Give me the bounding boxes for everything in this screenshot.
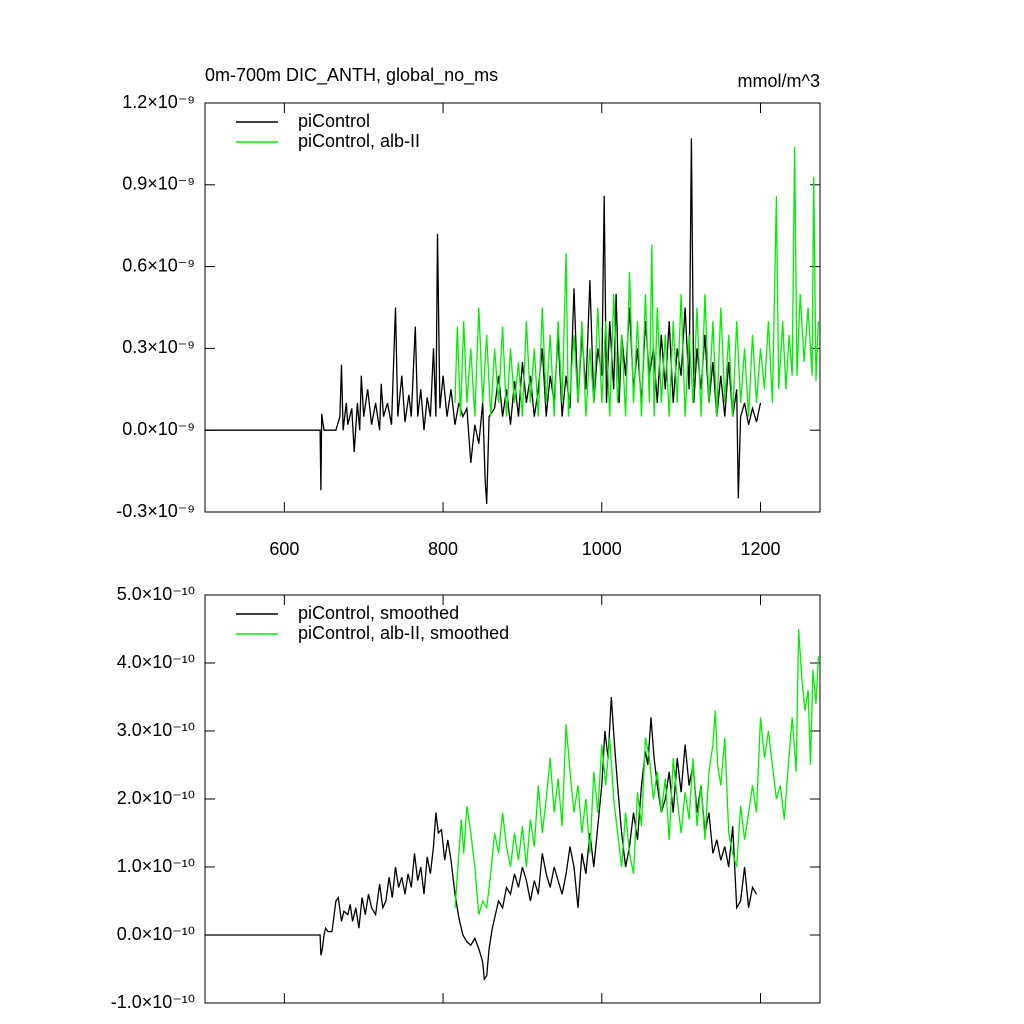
y-tick-label: 1.0×10⁻¹⁰ bbox=[117, 856, 195, 876]
y-tick-label: 0.0×10⁻¹⁰ bbox=[117, 924, 195, 944]
y-tick-label: -1.0×10⁻¹⁰ bbox=[111, 992, 195, 1012]
units-label: mmol/m^3 bbox=[738, 71, 820, 91]
x-tick-label: 1000 bbox=[582, 539, 622, 559]
data-line bbox=[205, 696, 758, 982]
legend-label: piControl, smoothed bbox=[298, 603, 459, 623]
x-tick-label: 800 bbox=[428, 539, 458, 559]
chart-title: 0m-700m DIC_ANTH, global_no_ms bbox=[205, 65, 498, 86]
plot-frame bbox=[204, 102, 821, 513]
y-tick-label: 0.9×10⁻⁹ bbox=[122, 174, 195, 194]
y-tick-label: 4.0×10⁻¹⁰ bbox=[117, 652, 195, 672]
y-tick-label: 3.0×10⁻¹⁰ bbox=[117, 720, 195, 740]
legend-label: piControl, alb-II, smoothed bbox=[298, 623, 509, 643]
y-tick-label: 5.0×10⁻¹⁰ bbox=[117, 584, 195, 604]
data-line bbox=[454, 628, 820, 915]
legend-label: piControl bbox=[298, 111, 370, 131]
y-tick-label: -0.3×10⁻⁹ bbox=[116, 501, 195, 521]
y-tick-label: 0.3×10⁻⁹ bbox=[122, 337, 195, 357]
data-line bbox=[205, 138, 762, 504]
x-tick-label: 600 bbox=[269, 539, 299, 559]
y-tick-label: 2.0×10⁻¹⁰ bbox=[117, 788, 195, 808]
y-tick-label: 0.0×10⁻⁹ bbox=[122, 419, 195, 439]
data-line bbox=[454, 146, 820, 417]
y-tick-label: 1.2×10⁻⁹ bbox=[122, 92, 195, 112]
x-tick-label: 1200 bbox=[740, 539, 780, 559]
legend-label: piControl, alb-II bbox=[298, 131, 420, 151]
y-tick-label: 0.6×10⁻⁹ bbox=[122, 255, 195, 275]
